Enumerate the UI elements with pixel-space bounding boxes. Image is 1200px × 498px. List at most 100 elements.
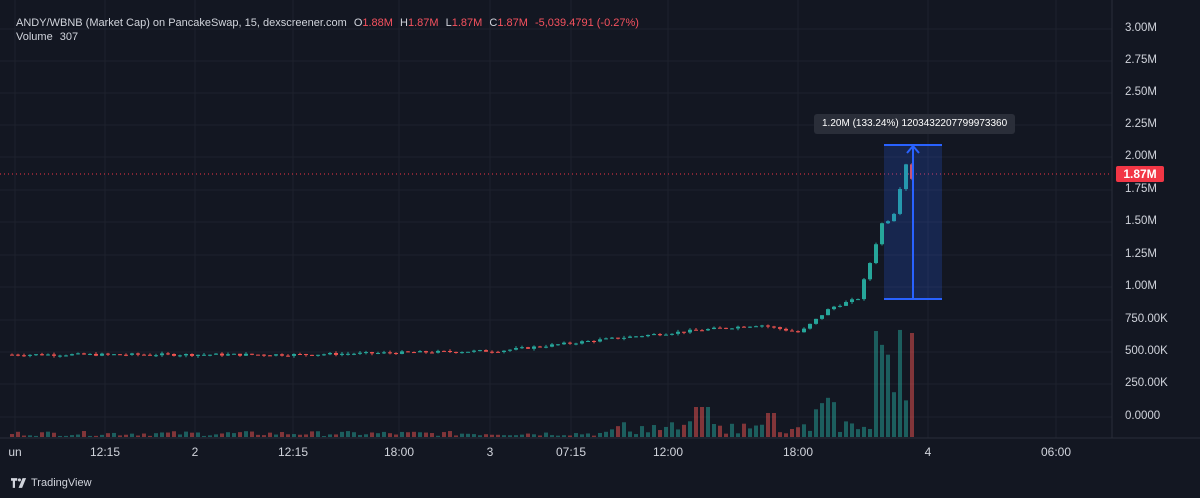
volume-bar [622, 422, 626, 437]
candle-body [874, 244, 878, 264]
volume-bar [598, 432, 602, 437]
volume-bar [208, 435, 212, 437]
candle-body [16, 354, 20, 356]
candle-body [196, 354, 200, 356]
volume-bar [94, 435, 98, 437]
candle-body [118, 354, 122, 356]
volume-bar [646, 432, 650, 437]
candle-body [718, 327, 722, 329]
candle-body [670, 333, 674, 335]
volume-bar [214, 434, 218, 437]
volume-bar [382, 431, 386, 437]
volume-bar [694, 407, 698, 437]
candle-body [154, 355, 158, 357]
current-price-badge: 1.87M [1116, 166, 1164, 182]
volume-bar [532, 434, 536, 437]
volume-bar [238, 432, 242, 437]
time-tick-label: 12:15 [277, 445, 309, 459]
candle-body [148, 354, 152, 356]
volume-bar [268, 432, 272, 437]
volume-legend: Volume 307 [16, 31, 78, 43]
candle-body [304, 354, 308, 356]
chart-legend: ANDY/WBNB (Market Cap) on PancakeSwap, 1… [16, 15, 639, 32]
candle-body [886, 221, 890, 224]
volume-bar [136, 435, 140, 437]
candle-body [532, 346, 536, 349]
candle-body [610, 337, 614, 339]
candle-body [790, 330, 794, 332]
volume-bar [112, 432, 116, 437]
candle-body [772, 326, 776, 328]
candle-body [736, 326, 740, 329]
volume-bar [550, 435, 554, 437]
volume-bar [64, 435, 68, 437]
volume-bar [790, 428, 794, 437]
volume-bar [310, 431, 314, 437]
price-tick-label: 1.00M [1125, 280, 1157, 292]
candle-body [76, 353, 80, 355]
candle-body [112, 354, 116, 356]
change-value: -5,039.4791 (-0.27%) [534, 17, 639, 29]
volume-bar [166, 432, 170, 437]
candle-body [472, 350, 476, 352]
time-tick-label: 18:00 [782, 445, 814, 459]
volume-bar [838, 431, 842, 437]
volume-bar [658, 430, 662, 437]
candle-body [880, 223, 884, 245]
candle-body [700, 330, 704, 332]
volume-bar [898, 329, 902, 437]
volume-bar [712, 423, 716, 437]
candle-body [496, 351, 500, 353]
volume-bar [178, 434, 182, 437]
candle-body [382, 352, 386, 354]
candle-body [298, 354, 302, 356]
volume-bar [574, 433, 578, 437]
volume-bar [28, 435, 32, 437]
volume-bar [748, 428, 752, 437]
candle-body [334, 352, 338, 355]
brand-label: TradingView [31, 477, 92, 489]
volume-bar [772, 413, 776, 437]
candle-body [820, 315, 824, 319]
volume-bar [514, 435, 518, 437]
volume-bar [538, 435, 542, 437]
candle-body [514, 348, 518, 350]
volume-bar [580, 434, 584, 437]
volume-bar [280, 432, 284, 437]
tradingview-brand[interactable]: TradingView [11, 477, 92, 489]
volume-bar [718, 425, 722, 437]
candle-body [28, 354, 32, 356]
candle-body [262, 354, 266, 356]
volume-bar [364, 434, 368, 437]
time-tick-label: 12:15 [89, 445, 121, 459]
candle-body [244, 353, 248, 356]
volume-bar [406, 432, 410, 437]
volume-bar [10, 434, 14, 437]
tradingview-logo-icon [11, 478, 27, 488]
candle-body [778, 327, 782, 329]
volume-bar [832, 402, 836, 437]
volume-bar [286, 434, 290, 437]
candle-body [622, 337, 626, 339]
candle-body [394, 353, 398, 355]
candle-body [364, 352, 368, 354]
candle-body [340, 353, 344, 355]
candle-body [586, 340, 590, 342]
volume-bar [778, 432, 782, 437]
volume-bar [328, 434, 332, 437]
candle-body [508, 349, 512, 351]
candle-body [94, 353, 98, 356]
candle-body [850, 299, 854, 303]
volume-bar [358, 434, 362, 437]
candle-body [418, 351, 422, 353]
open-value: 1.88M [362, 17, 393, 29]
time-tick-label: 2 [191, 445, 199, 459]
candle-body [292, 354, 296, 356]
candle-body [226, 354, 230, 356]
high-value: 1.87M [407, 17, 439, 29]
candle-body [466, 351, 470, 353]
volume-bar [556, 435, 560, 437]
candle-body [526, 347, 530, 349]
candle-body [580, 341, 584, 344]
